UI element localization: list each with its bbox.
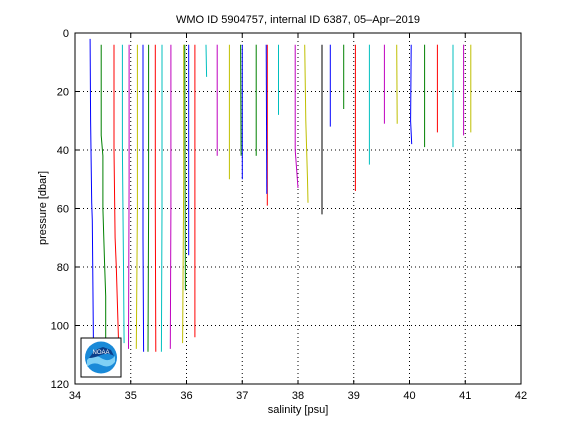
profile-line-10: [160, 44, 163, 352]
profile-line-7: [142, 44, 145, 352]
profile-line-14: [184, 44, 186, 291]
profile-line-5: [128, 44, 130, 349]
profile-line-6: [135, 44, 138, 349]
profile-line-12: [182, 44, 185, 344]
profile-line-25: [265, 44, 268, 194]
profile-line-23: [294, 44, 299, 189]
x-tick-label: 42: [515, 390, 527, 402]
x-tick-label: 41: [459, 390, 471, 402]
profile-line-1: [89, 38, 94, 341]
plot-area-frame: [74, 32, 522, 385]
profile-line-16: [205, 44, 208, 77]
profile-line-33: [410, 44, 413, 145]
profile-line-2: [100, 44, 107, 341]
y-tick-label: 100: [51, 321, 69, 333]
profile-line-11: [169, 44, 172, 349]
y-tick-label: 0: [63, 28, 69, 40]
profile-line-24: [304, 44, 309, 203]
data-series: [89, 38, 472, 352]
x-tick-label: 34: [69, 390, 81, 402]
x-tick-label: 37: [236, 390, 248, 402]
y-tick-label: 40: [57, 145, 69, 157]
profile-line-8: [147, 44, 150, 352]
x-tick-label: 40: [403, 390, 415, 402]
y-tick-label: 120: [51, 379, 69, 391]
profile-line-32: [396, 44, 398, 124]
y-axis-title: pressure [dbar]: [37, 171, 49, 245]
svg-text:NOAA: NOAA: [92, 350, 109, 356]
y-tick-label: 60: [57, 204, 69, 216]
profile-line-26: [240, 44, 242, 156]
profile-line-9: [154, 44, 157, 352]
y-tick-label: 20: [57, 87, 69, 99]
x-tick-label: 36: [180, 390, 192, 402]
x-tick-label: 39: [348, 390, 360, 402]
chart-title: WMO ID 5904757, internal ID 6387, 05–Apr…: [176, 14, 420, 26]
x-axis-title: salinity [psu]: [268, 404, 329, 416]
y-tick-label: 80: [57, 262, 69, 274]
profile-line-4: [121, 44, 125, 344]
noaa-logo: NOAA: [80, 337, 122, 378]
grid-lines: [75, 33, 521, 384]
x-tick-label: 35: [125, 390, 137, 402]
x-tick-label: 38: [292, 390, 304, 402]
profile-line-3: [113, 44, 119, 341]
